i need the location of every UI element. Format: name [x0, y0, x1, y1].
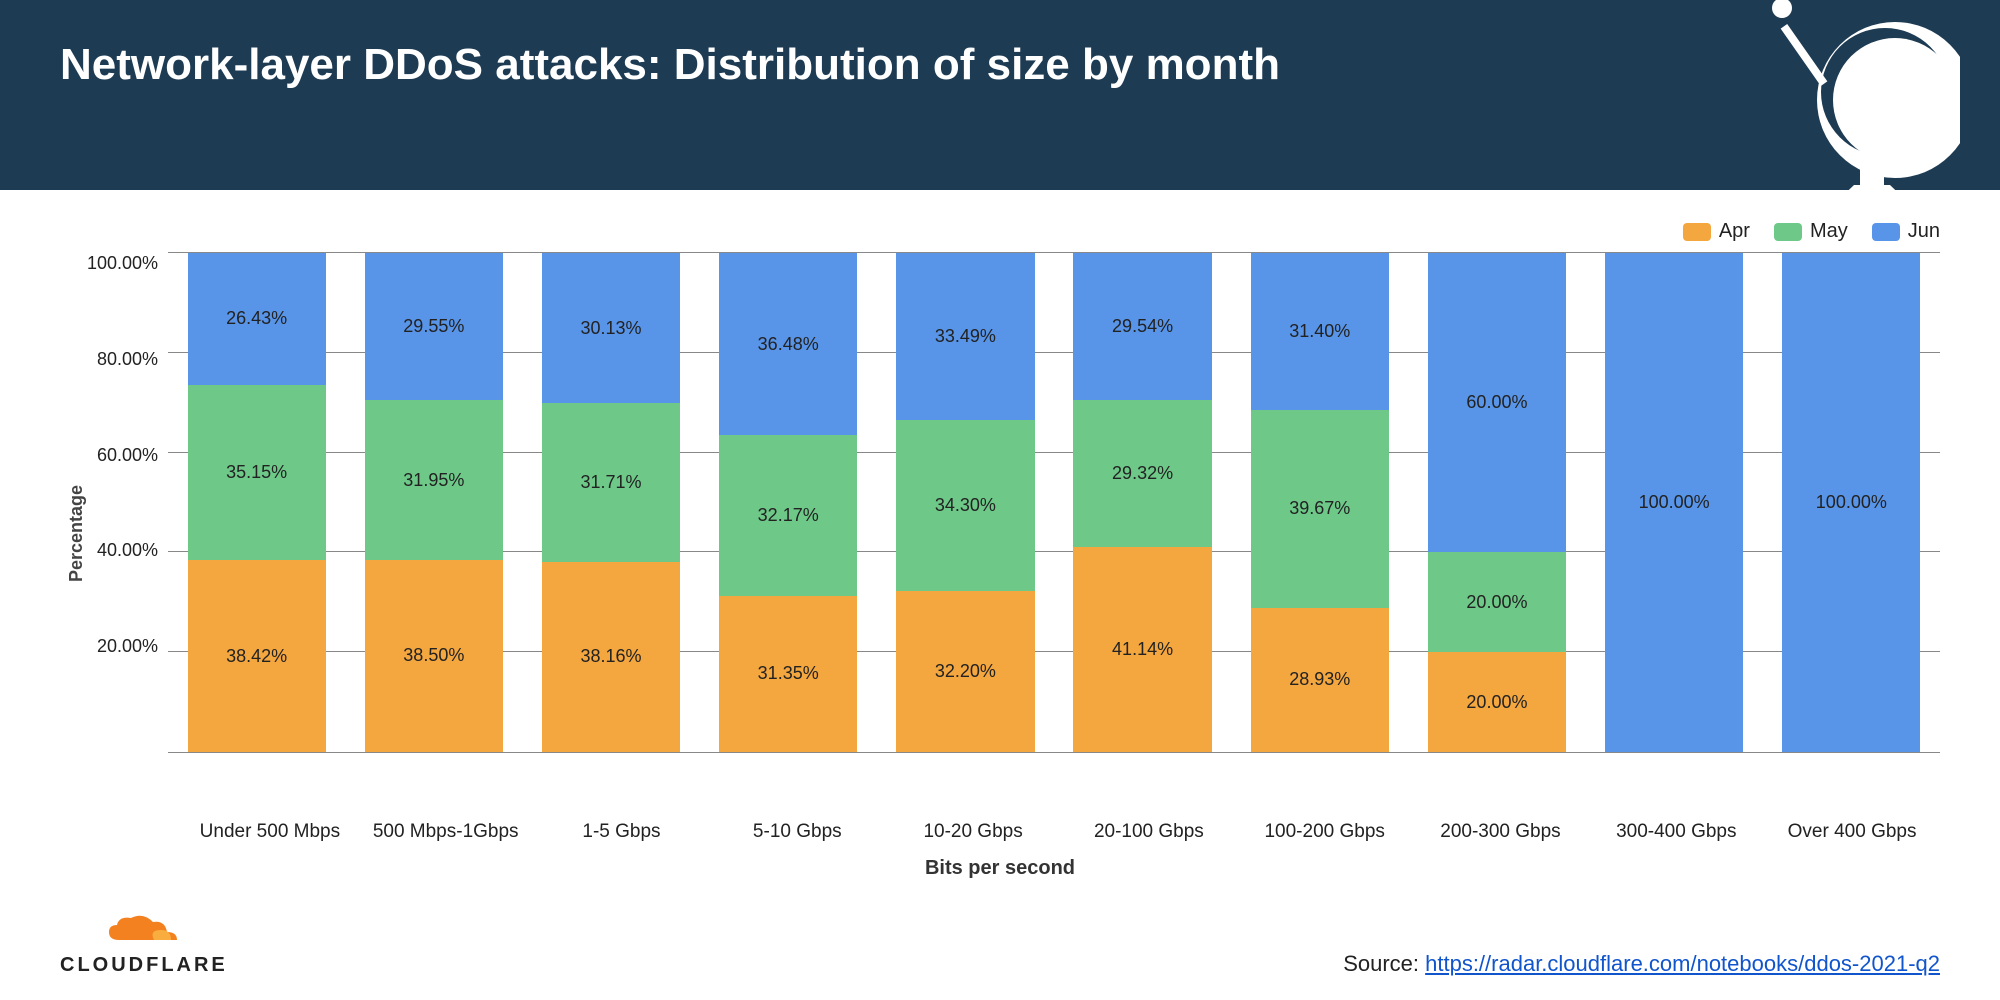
- seg-may: 20.00%: [1428, 552, 1566, 652]
- x-axis-title: Bits per second: [60, 857, 1940, 880]
- seg-jun: 31.40%: [1251, 253, 1389, 410]
- y-tick-empty: [153, 732, 158, 753]
- legend-label-apr: Apr: [1719, 220, 1750, 243]
- seg-may: 35.15%: [188, 385, 326, 560]
- stacked-bar: 31.35%32.17%36.48%: [719, 253, 857, 752]
- bar-slot: 38.50%31.95%29.55%: [345, 253, 522, 752]
- source-label: Source:: [1343, 951, 1425, 976]
- y-tick: 80.00%: [97, 349, 158, 370]
- bar-slot: 31.35%32.17%36.48%: [700, 253, 877, 752]
- seg-apr: 32.20%: [896, 591, 1034, 752]
- seg-jun: 36.48%: [719, 253, 857, 435]
- seg-jun: 60.00%: [1428, 253, 1566, 552]
- seg-may: 31.71%: [542, 403, 680, 561]
- x-axis: Under 500 Mbps500 Mbps-1Gbps1-5 Gbps5-10…: [60, 813, 1940, 843]
- seg-apr: 38.42%: [188, 560, 326, 752]
- seg-apr: 38.50%: [365, 560, 503, 752]
- x-tick-label: 200-300 Gbps: [1413, 813, 1589, 843]
- brand-name: CLOUDFLARE: [60, 954, 228, 977]
- legend-label-jun: Jun: [1908, 220, 1940, 243]
- y-tick: 100.00%: [87, 253, 158, 274]
- stacked-bar: 32.20%34.30%33.49%: [896, 253, 1034, 752]
- bar-slot: 20.00%20.00%60.00%: [1408, 253, 1585, 752]
- header-banner: Network-layer DDoS attacks: Distribution…: [0, 0, 2000, 190]
- x-tick-label: 500 Mbps-1Gbps: [358, 813, 534, 843]
- x-tick-label: Under 500 Mbps: [182, 813, 358, 843]
- source-link[interactable]: https://radar.cloudflare.com/notebooks/d…: [1425, 951, 1940, 976]
- stacked-bar: 38.42%35.15%26.43%: [188, 253, 326, 752]
- x-axis-labels: Under 500 Mbps500 Mbps-1Gbps1-5 Gbps5-10…: [182, 813, 1940, 843]
- source-citation: Source: https://radar.cloudflare.com/not…: [1343, 951, 1940, 977]
- legend-swatch-may: [1774, 223, 1802, 241]
- bars-container: 38.42%35.15%26.43% 38.50%31.95%29.55% 38.1…: [168, 253, 1940, 752]
- legend-item-jun: Jun: [1872, 220, 1940, 243]
- bar-slot: 41.14%29.32%29.54%: [1054, 253, 1231, 752]
- x-tick-label: 1-5 Gbps: [534, 813, 710, 843]
- seg-jun: 29.54%: [1073, 253, 1211, 400]
- seg-may: 32.17%: [719, 435, 857, 596]
- footer: CLOUDFLARE Source: https://radar.cloudfl…: [0, 890, 2000, 997]
- bar-slot: 38.16%31.71%30.13%: [522, 253, 699, 752]
- x-tick-label: 10-20 Gbps: [885, 813, 1061, 843]
- seg-jun: 100.00%: [1782, 253, 1920, 752]
- bar-slot: 100.00%: [1586, 253, 1763, 752]
- stacked-bar: 20.00%20.00%60.00%: [1428, 253, 1566, 752]
- seg-may: 29.32%: [1073, 400, 1211, 546]
- stacked-bar: 100.00%: [1782, 253, 1920, 752]
- seg-apr: 41.14%: [1073, 547, 1211, 752]
- cloudflare-icon: [99, 910, 189, 950]
- bar-slot: 32.20%34.30%33.49%: [877, 253, 1054, 752]
- legend-item-apr: Apr: [1683, 220, 1750, 243]
- seg-jun: 100.00%: [1605, 253, 1743, 752]
- seg-may: 34.30%: [896, 420, 1034, 591]
- stacked-bar: 28.93%39.67%31.40%: [1251, 253, 1389, 752]
- seg-jun: 29.55%: [365, 253, 503, 400]
- y-axis-label: Percentage: [60, 253, 87, 813]
- stacked-bar: 38.50%31.95%29.55%: [365, 253, 503, 752]
- stacked-bar: 41.14%29.32%29.54%: [1073, 253, 1211, 752]
- stacked-bar: 100.00%: [1605, 253, 1743, 752]
- chart-container: Apr May Jun Percentage 100.00% 80.00% 60…: [0, 190, 2000, 890]
- seg-jun: 30.13%: [542, 253, 680, 403]
- satellite-dish-icon: [1740, 0, 1960, 190]
- bar-slot: 38.42%35.15%26.43%: [168, 253, 345, 752]
- seg-may: 39.67%: [1251, 410, 1389, 608]
- seg-apr: 20.00%: [1428, 652, 1566, 752]
- plot-grid: 38.42%35.15%26.43% 38.50%31.95%29.55% 38.1…: [168, 253, 1940, 753]
- page-title: Network-layer DDoS attacks: Distribution…: [60, 40, 1940, 90]
- seg-apr: 31.35%: [719, 596, 857, 752]
- x-tick-label: 300-400 Gbps: [1588, 813, 1764, 843]
- legend-swatch-jun: [1872, 223, 1900, 241]
- seg-apr: 38.16%: [542, 562, 680, 752]
- seg-jun: 33.49%: [896, 253, 1034, 420]
- x-tick-label: 100-200 Gbps: [1237, 813, 1413, 843]
- legend-label-may: May: [1810, 220, 1848, 243]
- bar-slot: 100.00%: [1763, 253, 1940, 752]
- seg-apr: 28.93%: [1251, 608, 1389, 752]
- bar-slot: 28.93%39.67%31.40%: [1231, 253, 1408, 752]
- x-tick-label: 20-100 Gbps: [1061, 813, 1237, 843]
- x-tick-label: Over 400 Gbps: [1764, 813, 1940, 843]
- legend-swatch-apr: [1683, 223, 1711, 241]
- legend-item-may: May: [1774, 220, 1848, 243]
- x-tick-label: 5-10 Gbps: [709, 813, 885, 843]
- y-tick: 20.00%: [97, 636, 158, 657]
- seg-may: 31.95%: [365, 400, 503, 559]
- legend: Apr May Jun: [60, 220, 1940, 243]
- y-tick: 40.00%: [97, 540, 158, 561]
- y-tick: 60.00%: [97, 445, 158, 466]
- stacked-bar: 38.16%31.71%30.13%: [542, 253, 680, 752]
- y-axis: 100.00% 80.00% 60.00% 40.00% 20.00%: [87, 253, 168, 753]
- seg-jun: 26.43%: [188, 253, 326, 385]
- brand-logo: CLOUDFLARE: [60, 910, 228, 977]
